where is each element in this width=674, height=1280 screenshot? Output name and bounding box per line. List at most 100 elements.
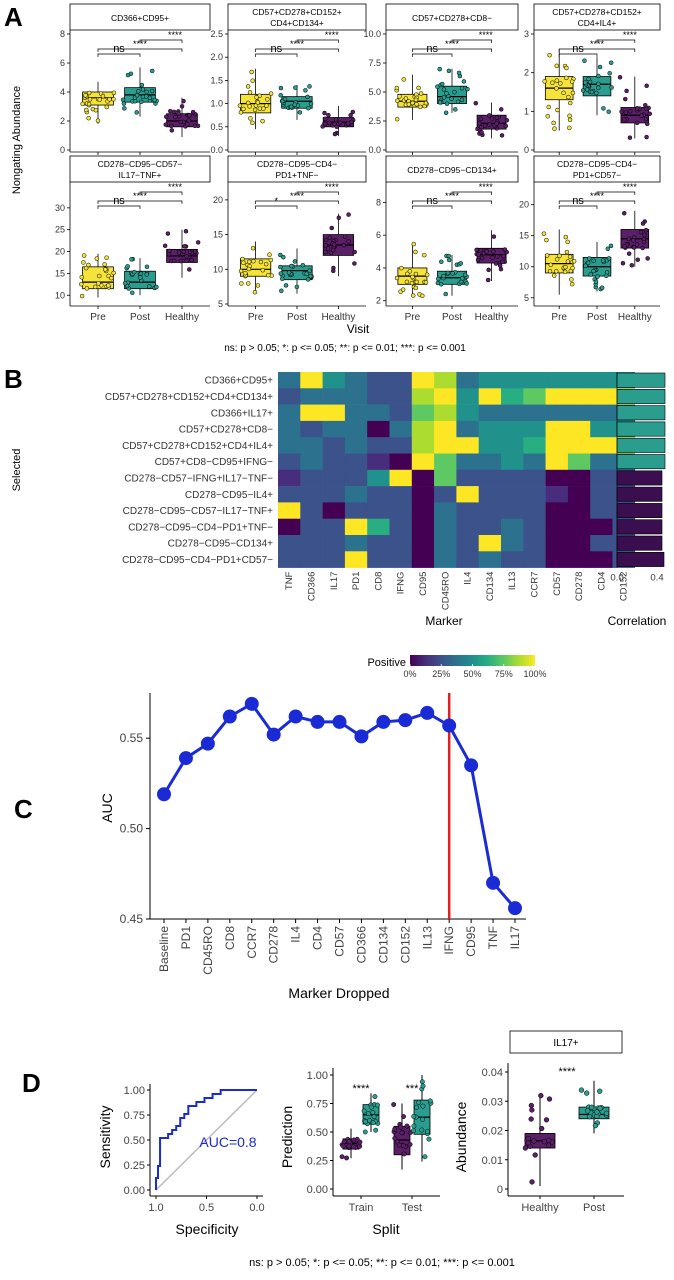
data-point <box>84 286 90 291</box>
data-point <box>413 249 418 255</box>
data-point <box>92 284 98 290</box>
data-point <box>255 283 261 288</box>
auc-point <box>288 709 303 724</box>
x-tick-label: CD152 <box>398 926 412 964</box>
y-tick-label: 0.45 <box>120 912 144 926</box>
data-point <box>331 268 336 274</box>
significance-bracket <box>412 205 453 209</box>
heatmap-cell <box>411 502 435 519</box>
heatmap-cell <box>434 437 457 454</box>
heatmap-cell <box>367 420 390 438</box>
y-tick-label: 1.0 <box>210 99 223 109</box>
data-point <box>97 273 102 279</box>
heatmap-cell <box>590 404 613 422</box>
heatmap-cell <box>501 486 524 503</box>
data-point <box>139 82 145 88</box>
legend-tick-label: 0% <box>403 669 416 679</box>
data-point <box>601 106 606 111</box>
data-point <box>394 85 400 91</box>
prediction-point <box>362 1119 368 1125</box>
prediction-point <box>370 1109 376 1115</box>
data-point <box>644 121 650 127</box>
heatmap-col-label: PD1 <box>351 572 362 590</box>
data-point <box>278 85 284 91</box>
significance-bracket <box>558 53 598 57</box>
data-point <box>165 231 171 236</box>
data-point <box>567 100 573 106</box>
data-point <box>502 247 508 252</box>
heatmap-cell <box>523 502 546 519</box>
heatmap-cell <box>411 518 435 536</box>
data-point <box>491 234 497 239</box>
correlation-bar <box>616 372 666 388</box>
significance-bracket <box>412 48 492 52</box>
prediction-point <box>367 1117 372 1123</box>
heatmap-cell <box>478 469 502 487</box>
significance-bracket <box>451 191 492 195</box>
heatmap-row-label: CD366+CD95+ <box>205 376 274 387</box>
data-point <box>634 120 640 126</box>
prediction-y-tick-label: 0.75 <box>307 1099 328 1111</box>
prediction-point <box>396 1142 402 1148</box>
data-point <box>102 267 108 272</box>
heatmap-cell <box>389 388 413 405</box>
data-point <box>134 110 139 115</box>
prediction-point <box>426 1136 432 1142</box>
data-point <box>647 111 653 117</box>
x-tick-label: IL4 <box>289 926 303 943</box>
correlation-tick-label: 0.4 <box>650 573 663 584</box>
panel-c-xlabel: Marker Dropped <box>288 985 389 1001</box>
x-tick-label: CCR7 <box>245 926 259 959</box>
data-point <box>195 240 201 245</box>
data-point <box>410 274 415 280</box>
data-point <box>186 118 192 123</box>
facet-title: CD278−CD95−CD57− <box>98 159 183 169</box>
prediction-point <box>373 1127 379 1133</box>
heatmap-cell <box>434 486 457 503</box>
data-point <box>623 110 629 115</box>
heatmap-cell <box>456 453 479 471</box>
data-point <box>138 271 144 276</box>
x-tick-label: CD57 <box>333 926 347 957</box>
data-point <box>163 122 169 127</box>
significance-bracket <box>451 39 492 43</box>
data-point <box>446 68 452 74</box>
x-tick-label: Healthy <box>321 312 355 323</box>
prediction-point <box>427 1098 433 1104</box>
data-point <box>249 69 254 75</box>
heatmap-cell <box>590 486 613 503</box>
roc-y-tick-label: 0.50 <box>124 1135 145 1147</box>
data-point <box>620 260 626 266</box>
prediction-point <box>419 1079 425 1085</box>
data-point <box>627 135 633 140</box>
prediction-point <box>422 1154 428 1160</box>
prediction-point <box>399 1130 405 1136</box>
heatmap-cell <box>278 469 301 487</box>
heatmap-cell <box>545 388 569 405</box>
data-point <box>497 263 503 268</box>
prediction-point <box>346 1143 352 1149</box>
heatmap-cell <box>456 420 479 438</box>
data-point <box>449 96 454 102</box>
data-point <box>350 109 356 115</box>
significance-bracket <box>412 200 492 204</box>
heatmap-cell <box>389 535 413 552</box>
data-point <box>600 258 606 263</box>
data-point <box>606 256 612 261</box>
data-point <box>567 117 573 123</box>
data-point <box>608 243 614 249</box>
data-point <box>258 259 264 265</box>
correlation-bar <box>616 519 663 535</box>
prediction-x-tick-label: Train <box>349 1202 374 1214</box>
y-tick-label: 10 <box>55 290 65 300</box>
data-point <box>414 279 420 285</box>
heatmap-cell <box>322 388 346 405</box>
data-point <box>251 258 256 264</box>
data-point <box>182 244 187 249</box>
data-point <box>154 284 159 290</box>
heatmap-cell <box>523 372 546 389</box>
data-point <box>479 255 485 261</box>
roc-xlabel: Specificity <box>175 1221 238 1237</box>
data-point <box>267 252 272 257</box>
